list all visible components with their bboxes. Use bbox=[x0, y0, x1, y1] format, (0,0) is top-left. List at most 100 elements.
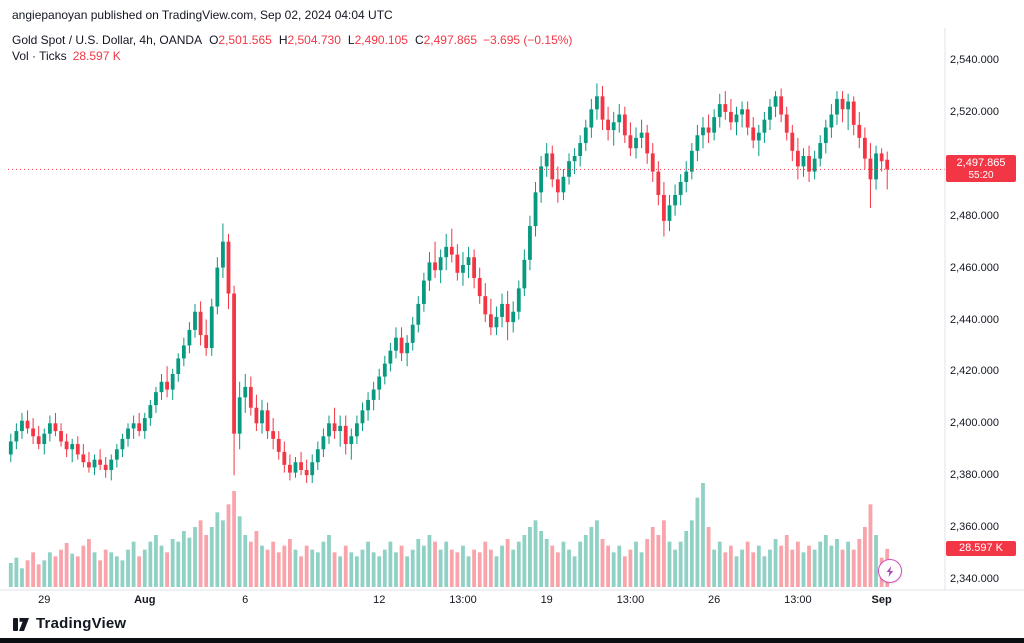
candle-body bbox=[142, 418, 147, 432]
candle-body bbox=[617, 114, 622, 123]
candle-body bbox=[611, 122, 616, 131]
volume-bar bbox=[187, 537, 192, 587]
volume-bar bbox=[572, 556, 577, 587]
candle-body bbox=[851, 101, 856, 125]
symbol-title[interactable]: Gold Spot / U.S. Dollar, 4h, OANDA bbox=[12, 33, 203, 47]
volume-bar bbox=[388, 541, 393, 587]
candle-body bbox=[801, 156, 806, 167]
candle-body bbox=[516, 288, 521, 312]
volume-bar bbox=[695, 497, 700, 587]
volume-bar bbox=[874, 535, 878, 587]
candle-body bbox=[47, 423, 52, 434]
volume-series-label[interactable]: Vol · Ticks bbox=[12, 49, 67, 63]
volume-bar bbox=[310, 549, 315, 587]
volume-bar bbox=[53, 556, 58, 587]
candle-body bbox=[455, 254, 460, 273]
candle-body bbox=[265, 410, 270, 432]
legend-row-volume: Vol · Ticks 28.597 K bbox=[12, 48, 572, 64]
candle-body bbox=[243, 386, 248, 398]
volume-bar bbox=[120, 560, 125, 587]
volume-bar bbox=[215, 512, 220, 587]
candle-body bbox=[779, 96, 784, 115]
candle-body bbox=[862, 137, 867, 159]
volume-bar bbox=[59, 549, 63, 587]
time-axis[interactable]: 29 Aug 6 12 13:00 19 13:00 26 13:00 Sep bbox=[0, 592, 945, 610]
candle-body bbox=[773, 96, 778, 107]
price-axis[interactable]: 2,540.0002,520.0002,500.0002,480.0002,46… bbox=[946, 28, 1024, 590]
candle-body bbox=[343, 425, 348, 445]
volume-bar bbox=[840, 549, 845, 587]
price-axis-label: 2,440.000 bbox=[950, 313, 999, 326]
volume-bar bbox=[667, 541, 672, 587]
volume-bar bbox=[567, 549, 571, 587]
tradingview-logo[interactable]: TradingView bbox=[12, 614, 126, 632]
volume-bar bbox=[762, 556, 767, 587]
candle-body bbox=[159, 381, 164, 393]
candle-body bbox=[695, 135, 700, 151]
candle-body bbox=[327, 423, 331, 437]
candle-body bbox=[656, 171, 661, 195]
candle-body bbox=[466, 257, 471, 265]
candle-body bbox=[237, 397, 242, 434]
volume-bar bbox=[165, 552, 169, 587]
candle-body bbox=[137, 423, 142, 432]
volume-bar bbox=[232, 491, 236, 587]
candle-body bbox=[483, 296, 488, 315]
candle-body bbox=[405, 342, 410, 354]
volume-current-value: 28.597 K bbox=[72, 49, 121, 63]
candle-body bbox=[126, 428, 130, 439]
candle-body bbox=[784, 114, 789, 133]
volume-bar bbox=[717, 541, 722, 587]
candle-body bbox=[421, 280, 426, 304]
volume-bar bbox=[656, 535, 661, 587]
volume-bar bbox=[36, 564, 41, 587]
candle-body bbox=[64, 441, 69, 450]
low-label: L bbox=[347, 33, 355, 47]
volume-bar bbox=[477, 552, 482, 587]
instant-order-button[interactable] bbox=[878, 559, 902, 583]
candle-body bbox=[706, 127, 711, 133]
candle-body bbox=[701, 127, 705, 136]
candle-body bbox=[477, 277, 482, 297]
volume-bar bbox=[109, 552, 114, 587]
volume-bar bbox=[862, 527, 867, 587]
volume-bar bbox=[8, 563, 13, 587]
candle-body bbox=[131, 423, 136, 429]
volume-bar bbox=[25, 560, 30, 587]
candle-body bbox=[394, 337, 398, 351]
volume-bar bbox=[293, 549, 298, 587]
volume-bar bbox=[539, 531, 544, 587]
volume-bar bbox=[176, 541, 181, 587]
volume-bar bbox=[360, 549, 365, 587]
candle-body bbox=[550, 153, 555, 180]
bar-countdown: 55:20 bbox=[968, 170, 994, 182]
candle-body bbox=[567, 161, 571, 177]
candle-body bbox=[751, 127, 756, 141]
candle-body bbox=[276, 438, 281, 452]
volume-bar bbox=[689, 520, 694, 587]
volume-bar bbox=[583, 535, 588, 587]
volume-bar bbox=[394, 552, 398, 587]
last-price-value: 2,497.865 bbox=[956, 157, 1006, 170]
volume-bar bbox=[276, 552, 281, 587]
volume-bar bbox=[366, 541, 370, 587]
volume-bar bbox=[282, 545, 287, 587]
volume-bar bbox=[784, 535, 789, 587]
candle-body bbox=[221, 241, 225, 268]
candle-body bbox=[756, 132, 761, 141]
volume-bar bbox=[622, 556, 627, 587]
bottom-bar bbox=[0, 610, 1024, 638]
volume-bar bbox=[321, 541, 326, 587]
volume-bar bbox=[226, 504, 231, 587]
volume-bar bbox=[315, 552, 320, 587]
volume-bar bbox=[511, 549, 516, 587]
candle-body bbox=[812, 158, 817, 172]
candle-body bbox=[8, 441, 13, 455]
volume-bar bbox=[47, 552, 52, 587]
volume-bar bbox=[221, 520, 225, 587]
candle-body bbox=[528, 226, 532, 260]
volume-bar bbox=[734, 556, 739, 587]
candle-body bbox=[729, 111, 733, 123]
volume-bar bbox=[349, 552, 354, 587]
